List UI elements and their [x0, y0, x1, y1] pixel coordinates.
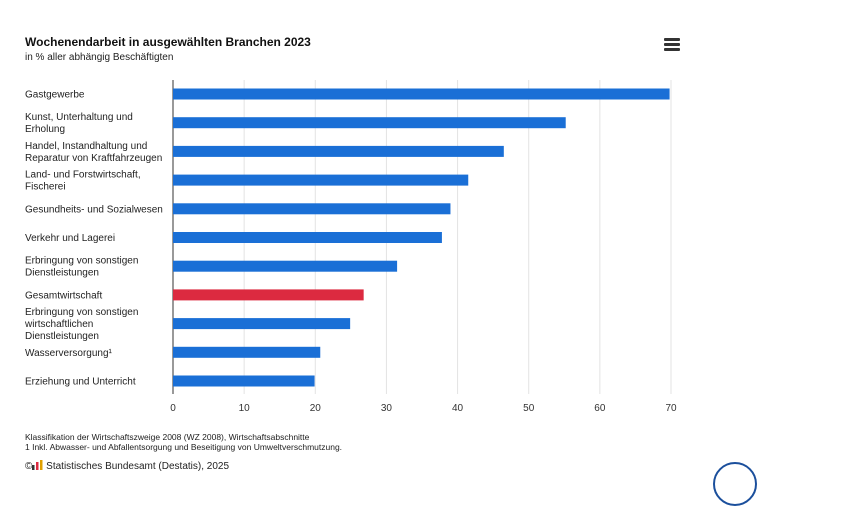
- destatis-logo-icon: [32, 460, 43, 473]
- bar: [173, 145, 504, 157]
- x-axis-ticks: 0 10 20 30 40 50 60 70: [170, 403, 677, 414]
- category-label: Handel, Instandhaltung und Reparatur von …: [25, 141, 162, 164]
- category-label: Land- und Forstwirtschaft, Fischerei: [25, 170, 141, 193]
- bar: [173, 203, 451, 215]
- category-label: Gesundheits- und Sozialwesen: [25, 204, 163, 215]
- right-panel: [690, 0, 850, 478]
- x-tick-label: 30: [381, 403, 393, 414]
- x-tick-label: 10: [239, 403, 251, 414]
- footnote-water-supply: 1 Inkl. Abwasser- und Abfallentsorgung u…: [25, 442, 343, 452]
- x-tick-label: 70: [665, 403, 677, 414]
- bar: [173, 289, 364, 301]
- left-margin: [0, 0, 18, 478]
- category-label: Gastgewerbe: [25, 90, 85, 101]
- hamburger-menu-icon[interactable]: [664, 38, 680, 52]
- category-label: Erbringung von sonstigen Dienstleistungen: [25, 256, 138, 279]
- chart-subtitle: in % aller abhängig Beschäftigten: [25, 52, 174, 63]
- copyright-symbol: ©: [25, 461, 33, 472]
- chart-title: Wochenendarbeit in ausgewählten Branchen…: [25, 35, 311, 49]
- category-label: Verkehr und Lagerei: [25, 233, 115, 244]
- bar: [173, 174, 469, 186]
- x-tick-label: 50: [523, 403, 535, 414]
- bar: [173, 117, 566, 129]
- scroll-top-button[interactable]: [713, 462, 757, 506]
- bar: [173, 318, 351, 330]
- category-labels: Gastgewerbe Kunst, Unterhaltung und Erholu…: [24, 90, 163, 388]
- category-label: Gesamtwirtschaft: [25, 290, 102, 301]
- bar: [173, 375, 315, 387]
- bar-chart: Gastgewerbe Kunst, Unterhaltung und Erholu…: [24, 80, 677, 414]
- x-tick-label: 20: [310, 403, 322, 414]
- bar: [173, 260, 398, 272]
- credit-text: Statistisches Bundesamt (Destatis), 2025: [46, 461, 230, 472]
- category-label: Wasserversorgung¹: [25, 348, 113, 359]
- category-label: Kunst, Unterhaltung und Erholung: [25, 112, 133, 135]
- category-label: Erziehung und Unterricht: [25, 377, 136, 388]
- bar: [173, 88, 670, 100]
- x-tick-label: 60: [594, 403, 606, 414]
- category-label: Erbringung von sonstigen wirtschaftlichen…: [24, 307, 138, 342]
- source-credit: © Statistisches Bundesamt (Destatis), 20…: [25, 460, 229, 473]
- bars: [173, 88, 670, 387]
- x-tick-label: 40: [452, 403, 464, 414]
- bar: [173, 232, 442, 243]
- x-tick-label: 0: [170, 403, 176, 414]
- footnote-classification: Klassifikation der Wirtschaftszweige 200…: [25, 432, 310, 442]
- bar: [173, 346, 321, 358]
